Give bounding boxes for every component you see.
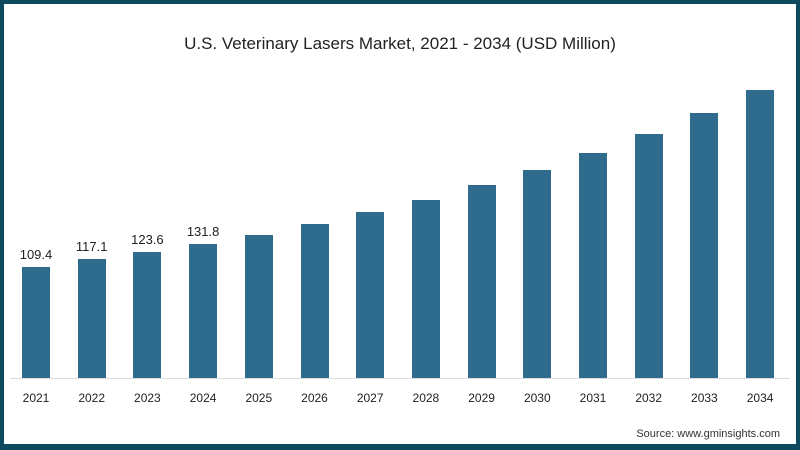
data-label-2023: 123.6 bbox=[131, 232, 164, 248]
x-tick-label: 2027 bbox=[356, 391, 384, 405]
bar-2032 bbox=[634, 133, 663, 378]
x-tick-label: 2025 bbox=[245, 391, 273, 405]
x-tick-label: 2023 bbox=[134, 391, 161, 405]
bar-2022 bbox=[77, 259, 106, 378]
x-tick-label: 2024 bbox=[189, 391, 217, 405]
source-note: Source: www.gminsights.com bbox=[636, 428, 780, 440]
chart-title: U.S. Veterinary Lasers Market, 2021 - 20… bbox=[184, 34, 616, 53]
data-label-2022: 117.1 bbox=[75, 239, 108, 255]
bar-2028 bbox=[411, 199, 440, 378]
bar-2029 bbox=[467, 184, 496, 378]
bar-2033 bbox=[690, 113, 719, 378]
x-tick-label: 2029 bbox=[468, 391, 495, 405]
x-tick-label: 2030 bbox=[523, 391, 551, 405]
bar-2027 bbox=[356, 211, 385, 378]
bar-2023 bbox=[133, 252, 162, 378]
x-tick-label: 2034 bbox=[746, 391, 774, 405]
bar-2034 bbox=[746, 89, 775, 378]
x-tick-label: 2021 bbox=[22, 391, 50, 405]
data-label-2024: 131.8 bbox=[186, 224, 220, 240]
x-tick-label: 2033 bbox=[691, 391, 718, 405]
bar-2026 bbox=[300, 223, 329, 378]
bar-2024 bbox=[189, 244, 218, 378]
bar-2025 bbox=[244, 235, 273, 378]
bar-2021 bbox=[22, 266, 50, 378]
bar-2030 bbox=[523, 170, 552, 378]
x-tick-label: 2031 bbox=[579, 391, 607, 405]
x-tick-label: 2028 bbox=[412, 391, 440, 405]
x-axis-line bbox=[10, 378, 790, 379]
x-tick-label: 2022 bbox=[78, 391, 106, 405]
bar-2031 bbox=[579, 152, 607, 378]
data-label-2021: 109.4 bbox=[19, 246, 53, 262]
x-tick-label: 2026 bbox=[301, 391, 328, 405]
x-tick-label: 2032 bbox=[635, 391, 663, 405]
